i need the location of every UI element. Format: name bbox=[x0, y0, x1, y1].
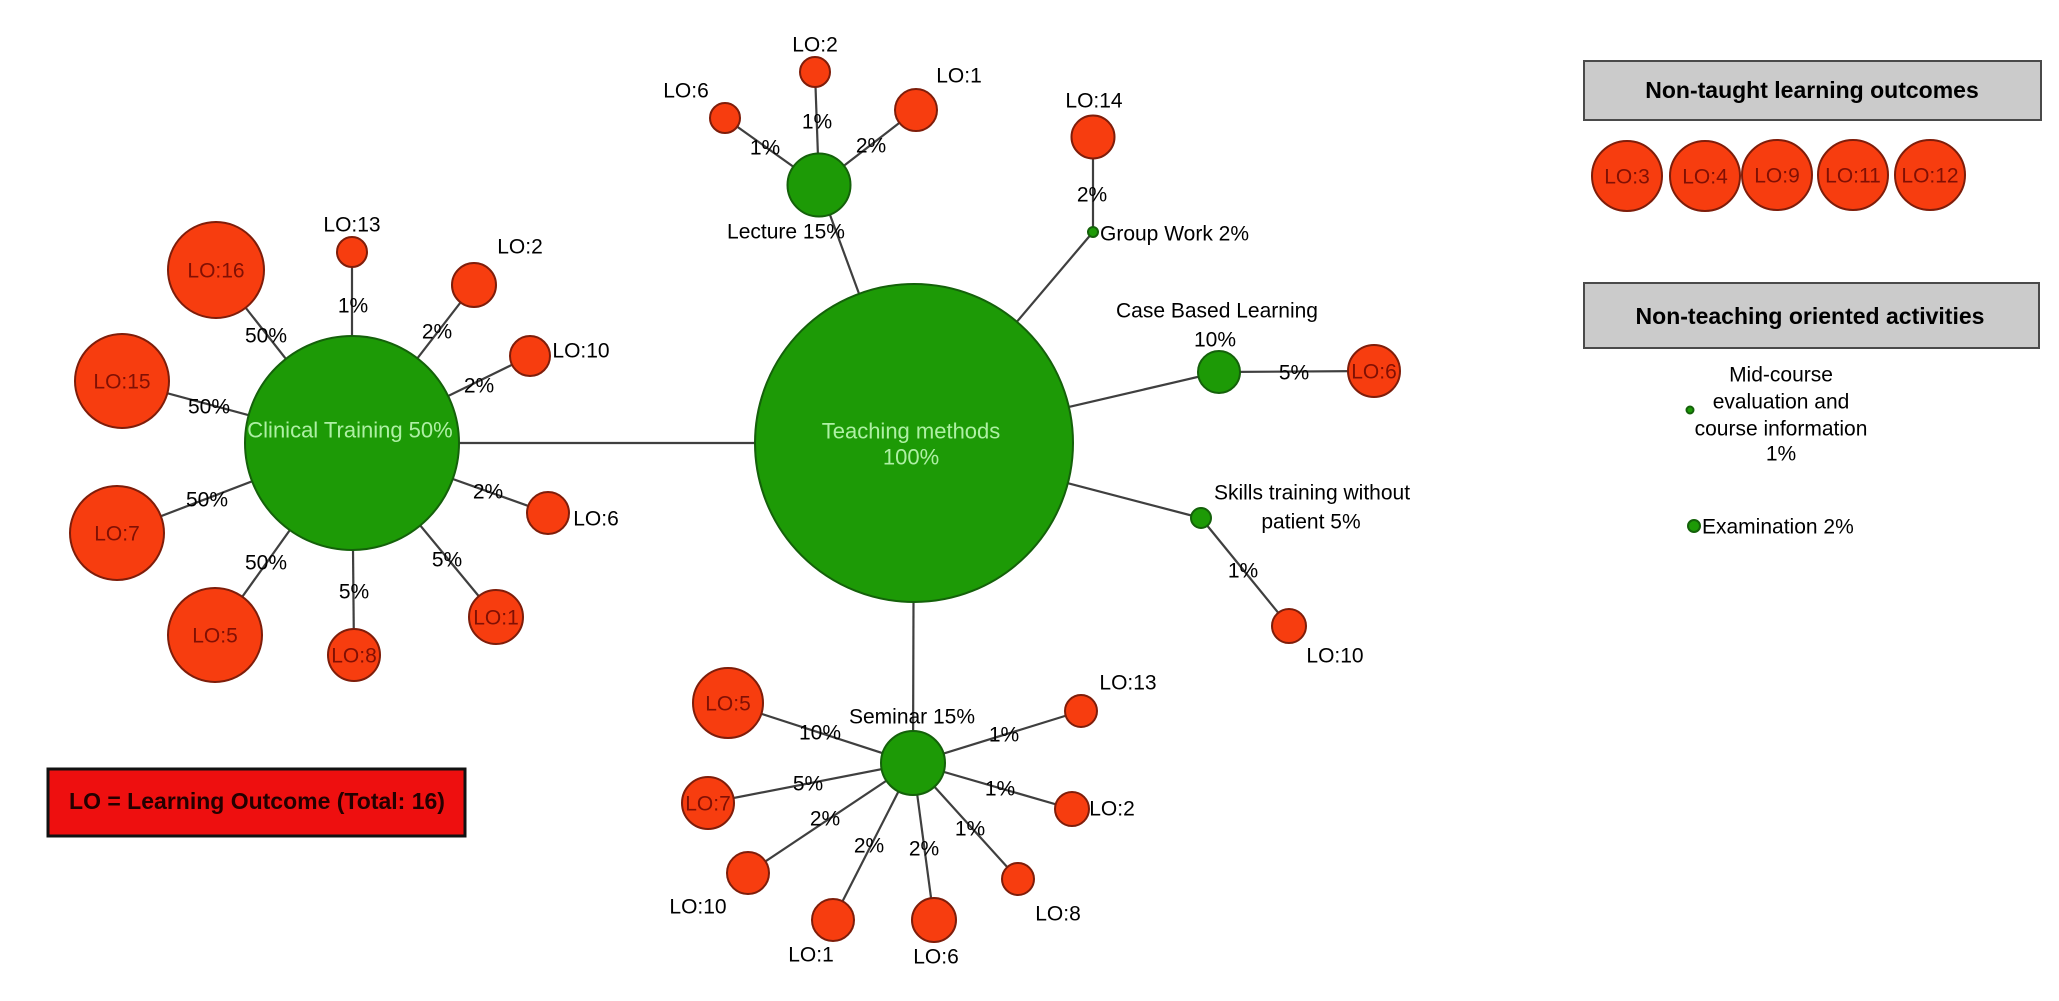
svg-text:Non-teaching oriented activiti: Non-teaching oriented activities bbox=[1636, 303, 1985, 329]
svg-text:Group Work 2%: Group Work 2% bbox=[1100, 222, 1249, 245]
svg-text:LO:12: LO:12 bbox=[1901, 164, 1958, 187]
svg-text:1%: 1% bbox=[985, 777, 1015, 800]
svg-text:Case Based Learning: Case Based Learning bbox=[1116, 299, 1318, 322]
svg-text:100%: 100% bbox=[883, 445, 939, 470]
svg-text:LO:11: LO:11 bbox=[1825, 164, 1881, 187]
svg-text:10%: 10% bbox=[799, 721, 841, 744]
svg-text:LO:7: LO:7 bbox=[685, 792, 731, 815]
svg-text:LO:14: LO:14 bbox=[1065, 89, 1123, 112]
svg-text:2%: 2% bbox=[854, 834, 884, 857]
svg-text:5%: 5% bbox=[793, 772, 823, 795]
svg-text:1%: 1% bbox=[989, 723, 1019, 746]
svg-text:2%: 2% bbox=[464, 374, 494, 397]
svg-text:LO:9: LO:9 bbox=[1754, 164, 1800, 187]
svg-text:5%: 5% bbox=[339, 580, 369, 603]
svg-text:2%: 2% bbox=[473, 480, 503, 503]
svg-text:1%: 1% bbox=[338, 294, 368, 317]
svg-text:5%: 5% bbox=[1279, 361, 1309, 384]
svg-text:Mid-course: Mid-course bbox=[1729, 363, 1833, 386]
svg-text:LO:2: LO:2 bbox=[1089, 797, 1135, 820]
svg-text:LO:3: LO:3 bbox=[1604, 165, 1650, 188]
svg-text:course information: course information bbox=[1695, 417, 1868, 440]
svg-text:LO:16: LO:16 bbox=[187, 259, 244, 282]
svg-text:50%: 50% bbox=[245, 324, 287, 347]
svg-text:LO:6: LO:6 bbox=[1351, 360, 1397, 383]
svg-text:LO:13: LO:13 bbox=[323, 213, 380, 236]
svg-text:LO = Learning Outcome (Total:: LO = Learning Outcome (Total: 16) bbox=[69, 788, 445, 814]
svg-text:LO:8: LO:8 bbox=[331, 644, 377, 667]
svg-text:2%: 2% bbox=[909, 837, 939, 860]
svg-text:2%: 2% bbox=[810, 807, 840, 830]
svg-text:LO:1: LO:1 bbox=[936, 64, 982, 87]
svg-text:50%: 50% bbox=[188, 395, 230, 418]
svg-text:Clinical Training 50%: Clinical Training 50% bbox=[247, 418, 452, 443]
svg-text:1%: 1% bbox=[1766, 442, 1796, 465]
svg-text:LO:6: LO:6 bbox=[573, 507, 619, 530]
svg-text:LO:2: LO:2 bbox=[792, 33, 838, 56]
svg-text:Teaching methods: Teaching methods bbox=[822, 419, 1001, 444]
svg-text:LO:4: LO:4 bbox=[1682, 165, 1728, 188]
svg-text:Lecture 15%: Lecture 15% bbox=[727, 220, 845, 243]
svg-text:LO:10: LO:10 bbox=[669, 895, 726, 918]
svg-text:LO:10: LO:10 bbox=[1306, 644, 1363, 667]
svg-text:LO:8: LO:8 bbox=[1035, 902, 1081, 925]
svg-text:patient 5%: patient 5% bbox=[1261, 510, 1360, 533]
svg-text:1%: 1% bbox=[750, 136, 780, 159]
svg-text:LO:1: LO:1 bbox=[473, 606, 519, 629]
svg-text:2%: 2% bbox=[1077, 183, 1107, 206]
svg-text:LO:7: LO:7 bbox=[94, 522, 140, 545]
svg-text:50%: 50% bbox=[186, 488, 228, 511]
svg-text:10%: 10% bbox=[1194, 328, 1236, 351]
svg-text:LO:13: LO:13 bbox=[1099, 671, 1156, 694]
svg-text:LO:10: LO:10 bbox=[552, 339, 609, 362]
svg-text:evaluation and: evaluation and bbox=[1713, 390, 1850, 413]
svg-text:Seminar 15%: Seminar 15% bbox=[849, 705, 975, 728]
svg-text:LO:5: LO:5 bbox=[705, 692, 751, 715]
svg-text:LO:1: LO:1 bbox=[788, 943, 834, 966]
svg-text:LO:15: LO:15 bbox=[93, 370, 150, 393]
svg-text:2%: 2% bbox=[422, 320, 452, 343]
svg-text:Skills training without: Skills training without bbox=[1214, 481, 1410, 504]
svg-text:LO:6: LO:6 bbox=[663, 79, 709, 102]
svg-text:Examination 2%: Examination 2% bbox=[1702, 515, 1854, 538]
svg-text:50%: 50% bbox=[245, 551, 287, 574]
svg-text:Non-taught learning outcomes: Non-taught learning outcomes bbox=[1645, 77, 1979, 103]
svg-text:1%: 1% bbox=[802, 110, 832, 133]
svg-text:5%: 5% bbox=[432, 548, 462, 571]
svg-text:LO:6: LO:6 bbox=[913, 945, 959, 968]
svg-text:1%: 1% bbox=[1228, 559, 1258, 582]
svg-text:LO:2: LO:2 bbox=[497, 235, 543, 258]
svg-text:LO:5: LO:5 bbox=[192, 624, 238, 647]
svg-text:1%: 1% bbox=[955, 817, 985, 840]
svg-text:2%: 2% bbox=[856, 134, 886, 157]
